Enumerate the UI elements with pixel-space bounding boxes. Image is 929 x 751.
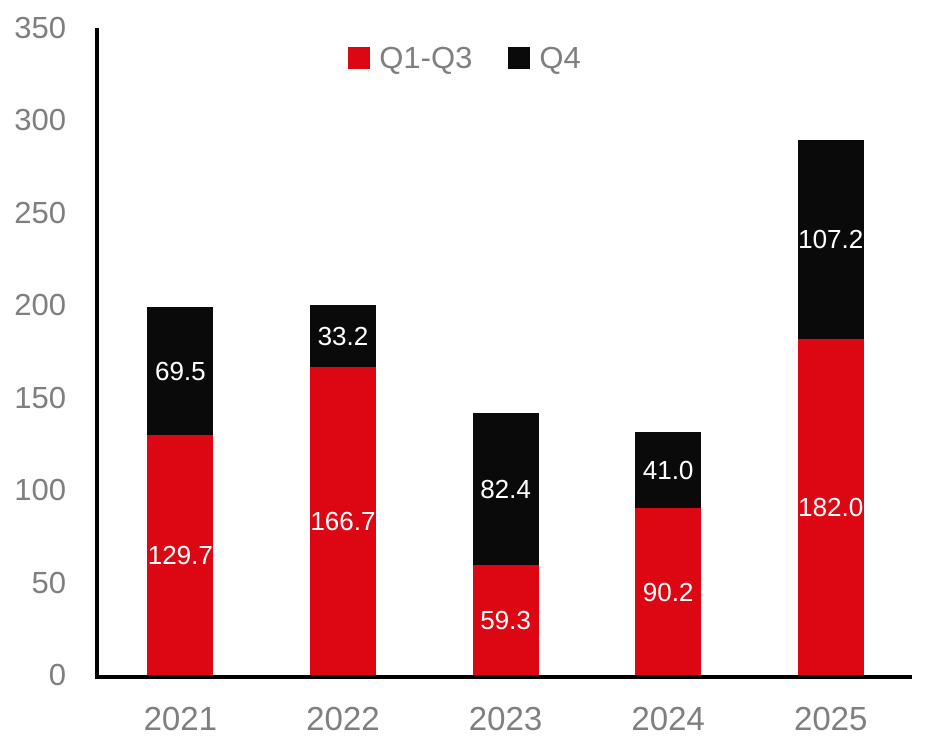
bar-value-label: 82.4	[480, 474, 531, 505]
bar-segment-q1-q3: 129.7	[147, 435, 214, 675]
bar-value-label: 129.7	[147, 540, 213, 571]
y-axis-tick-label: 100	[14, 472, 66, 508]
bar-segment-q4: 69.5	[147, 306, 214, 436]
y-axis-tick-label: 150	[14, 379, 66, 415]
bar-segment-q4: 33.2	[309, 305, 376, 367]
legend-swatch-q1-q3-icon	[348, 46, 371, 69]
bar-segment-q1-q3: 166.7	[309, 366, 376, 675]
y-axis-tick-label: 0	[48, 657, 66, 692]
legend-label: Q4	[539, 40, 581, 75]
x-axis-tick-label: 2024	[631, 700, 705, 737]
legend-item-q1-q3: Q1-Q3	[348, 42, 472, 73]
legend-swatch-q4-icon	[508, 46, 531, 69]
bar-value-label: 107.2	[798, 224, 864, 255]
bar-value-label: 182.0	[798, 491, 864, 522]
x-axis-tick-label: 2022	[306, 700, 380, 737]
bar-segment-q1-q3: 59.3	[472, 565, 539, 675]
bar-value-label: 41.0	[642, 455, 694, 486]
y-axis-tick-label: 250	[14, 194, 66, 230]
bar-value-label: 59.3	[480, 605, 531, 636]
legend-label: Q1-Q3	[379, 40, 473, 75]
bar-segment-q1-q3: 182.0	[797, 338, 864, 675]
bar-segment-q1-q3: 90.2	[635, 508, 702, 675]
y-axis-tick-label: 50	[31, 564, 66, 600]
bar-value-label: 166.7	[310, 505, 376, 536]
x-axis-tick-label: 2021	[143, 700, 217, 737]
x-axis-tick-label: 2025	[793, 700, 868, 737]
y-axis-tick-label: 350	[14, 10, 66, 45]
legend: Q1-Q3 Q4	[0, 42, 929, 73]
bar-segment-q4: 82.4	[472, 413, 539, 566]
x-axis-tick-label: 2023	[468, 700, 543, 737]
bar-value-label: 90.2	[642, 576, 694, 607]
bar-segment-q4: 107.2	[797, 140, 864, 339]
y-axis-tick-label: 200	[14, 287, 66, 323]
bar-value-label: 33.2	[317, 321, 369, 352]
plot-area: 129.7 69.5 166.7 33.2 59.3 82.4 90.2 41.0 182.0 1…	[95, 28, 912, 679]
y-axis-tick-label: 300	[14, 102, 66, 138]
legend-item-q4: Q4	[508, 40, 581, 75]
bar-value-label: 69.5	[154, 356, 206, 387]
bar-segment-q4: 41.0	[635, 432, 702, 509]
